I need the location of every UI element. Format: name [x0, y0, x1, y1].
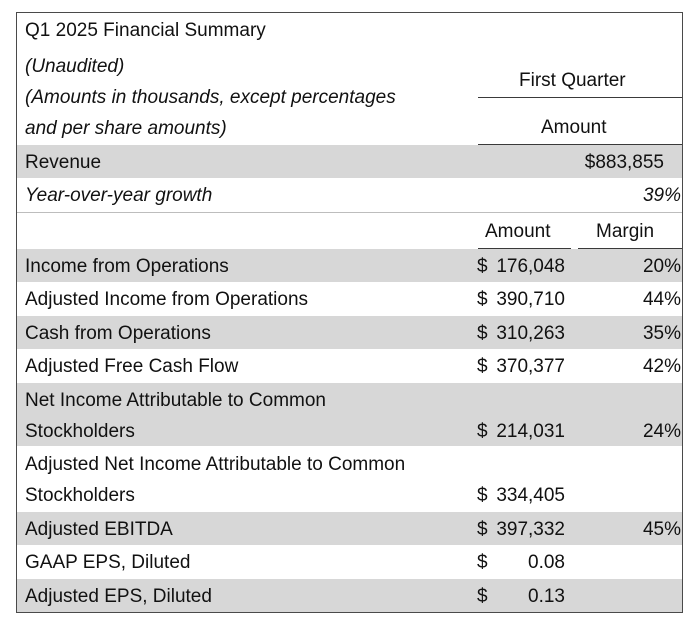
row-label: Adjusted Free Cash Flow — [25, 356, 239, 377]
row-amount: 334,405 — [496, 485, 565, 506]
unaudited-note: (Unaudited) — [25, 56, 125, 77]
row-currency: $ — [477, 256, 488, 277]
margin-column-header: Margin — [596, 221, 655, 242]
row-shade-ebitda — [17, 512, 682, 545]
row-shade-cash — [17, 316, 682, 349]
row-currency: $ — [477, 519, 488, 540]
table-title: Q1 2025 Financial Summary — [25, 20, 266, 41]
row-margin: 42% — [642, 356, 681, 377]
row-amount: 370,377 — [496, 356, 565, 377]
growth-label: Year-over-year growth — [25, 185, 213, 206]
amount-header: Amount — [541, 117, 607, 138]
row-margin: 45% — [642, 519, 681, 540]
row-amount: 397,332 — [496, 519, 565, 540]
row-label-line1: Net Income Attributable to Common — [25, 390, 326, 411]
row-label: Adjusted Income from Operations — [25, 289, 309, 310]
growth-value: 39% — [642, 185, 681, 206]
row-amount: 214,031 — [496, 421, 565, 442]
row-label: Adjusted EBITDA — [25, 519, 173, 540]
row-amount: 390,710 — [496, 289, 565, 310]
period-underline — [478, 97, 682, 98]
row-margin: 20% — [642, 256, 681, 277]
growth-bottom-rule — [17, 212, 682, 213]
period-header: First Quarter — [519, 70, 626, 91]
revenue-value: $883,855 — [584, 152, 664, 173]
row-label-line1: Adjusted Net Income Attributable to Comm… — [25, 454, 406, 475]
row-currency: $ — [477, 289, 488, 310]
revenue-row-shade — [17, 145, 682, 178]
row-margin: 44% — [642, 289, 681, 310]
row-currency: $ — [477, 552, 488, 573]
summary-table-frame — [16, 12, 683, 613]
row-label: Adjusted EPS, Diluted — [25, 586, 212, 607]
row-currency: $ — [477, 421, 488, 442]
row-margin: 24% — [642, 421, 681, 442]
row-label: Cash from Operations — [25, 323, 211, 344]
units-note-line2: and per share amounts) — [25, 118, 227, 139]
row-label: GAAP EPS, Diluted — [25, 552, 191, 573]
amount-underline — [478, 144, 682, 145]
amount-column-header: Amount — [485, 221, 551, 242]
row-label-line2: Stockholders — [25, 485, 135, 506]
row-label: Income from Operations — [25, 256, 229, 277]
row-shade-net-income — [17, 383, 682, 446]
row-currency: $ — [477, 586, 488, 607]
row-currency: $ — [477, 323, 488, 344]
row-amount: 310,263 — [496, 323, 565, 344]
row-amount: 0.08 — [528, 552, 565, 573]
columns-header-shade — [17, 249, 682, 282]
margin-col-underline — [578, 248, 682, 249]
units-note-line1: (Amounts in thousands, except percentage… — [25, 87, 396, 108]
amount-col-underline — [478, 248, 571, 249]
row-margin: 35% — [642, 323, 681, 344]
revenue-label: Revenue — [25, 152, 102, 173]
row-label-line2: Stockholders — [25, 421, 135, 442]
row-amount: 0.13 — [528, 586, 565, 607]
row-currency: $ — [477, 356, 488, 377]
row-shade-adj-eps — [17, 579, 682, 612]
row-amount: 176,048 — [496, 256, 565, 277]
row-currency: $ — [477, 485, 488, 506]
